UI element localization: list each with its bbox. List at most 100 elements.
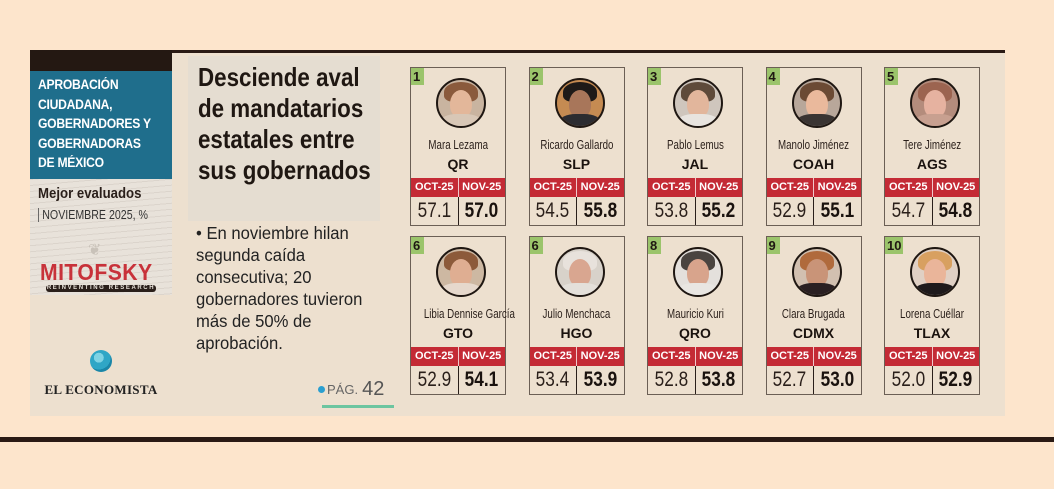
photo-body: [677, 283, 719, 295]
page-label: PÁG.: [327, 382, 359, 397]
sidebar: APROBACIÓN CIUDADANA, GOBERNADORES Y GOB…: [30, 50, 172, 416]
period-header: OCT-25 NOV-25: [648, 178, 742, 197]
state-code: QRO: [679, 325, 711, 341]
mitofsky-tagline: REINVENTING RESEARCH: [46, 285, 156, 292]
governor-name: Tere Jiménez: [903, 138, 961, 152]
nov-value: 53.9: [583, 368, 618, 391]
period-nov-label: NOV-25: [580, 181, 620, 193]
rank-badge: 6: [529, 237, 543, 254]
period-oct-label: OCT-25: [648, 347, 696, 366]
headline-line: de mandatarios: [198, 93, 364, 123]
period-oct-label: OCT-25: [648, 178, 696, 197]
rank-badge: 4: [766, 68, 780, 85]
photo-face: [805, 90, 828, 118]
value-row: 52.9 55.1: [767, 197, 861, 225]
governor-photo: [791, 78, 842, 128]
nov-value: 54.8: [938, 199, 973, 222]
nov-value: 54.1: [464, 368, 499, 391]
period-header: OCT-25 NOV-25: [766, 178, 861, 197]
governor-card: 8 Mauricio Kuri QRO OCT-25 NOV-25 52.8 53.8: [647, 236, 743, 395]
period-header: OCT-25 NOV-25: [885, 178, 979, 197]
photo-face: [924, 90, 946, 118]
nov-value: 55.1: [820, 199, 855, 222]
governor-photo: [673, 247, 723, 297]
oct-value: 54.7: [885, 197, 933, 225]
governor-photo: [673, 78, 723, 128]
nov-value: 55.8: [583, 199, 618, 222]
top-rule: [30, 50, 1005, 53]
rank-badge: 2: [529, 68, 543, 85]
governor-cards-grid: 1 Mara Lezama QR OCT-25 NOV-25 57.1 57.0 2 Ricar…: [410, 67, 980, 395]
value-row: 52.0 52.9: [885, 366, 979, 394]
photo-body: [558, 114, 601, 126]
globe-icon: [90, 350, 112, 372]
state-code: QR: [447, 156, 469, 172]
governor-photo: [436, 247, 486, 297]
rank-badge: 6: [411, 237, 424, 254]
photo-face: [687, 90, 709, 118]
period-header: OCT-25 NOV-25: [411, 178, 505, 197]
date-unit-label: NOVIEMBRE 2025, %: [38, 208, 148, 222]
oct-value: 52.7: [767, 366, 814, 394]
photo-face: [687, 259, 709, 287]
period-oct-label: OCT-25: [530, 178, 577, 197]
oct-value: 54.5: [530, 197, 577, 225]
summary-text: • En noviembre hilan segunda caída conse…: [196, 223, 363, 353]
value-row: 54.5 55.8: [530, 197, 624, 225]
governor-name: Mara Lezama: [428, 138, 488, 152]
period-nov-label: NOV-25: [580, 350, 620, 362]
photo-face: [450, 90, 472, 118]
period-oct-label: OCT-25: [411, 178, 459, 197]
rank-badge: 3: [648, 68, 661, 85]
photo-body: [558, 283, 601, 295]
photo-face: [805, 259, 828, 287]
period-nov-label: NOV-25: [462, 181, 502, 193]
oct-value: 52.0: [885, 366, 933, 394]
page-reference[interactable]: PÁG. 42: [318, 378, 384, 401]
kicker-line: APROBACIÓN: [38, 77, 119, 92]
nov-value: 52.9: [938, 368, 973, 391]
photo-body: [795, 114, 838, 126]
oct-value: 52.9: [411, 366, 459, 394]
rank-badge: 8: [648, 237, 661, 254]
page-number: 42: [362, 378, 385, 400]
oct-value: 52.9: [767, 197, 814, 225]
mitofsky-bird-icon: ❦: [88, 242, 102, 259]
value-row: 57.1 57.0: [411, 197, 505, 225]
photo-body: [914, 283, 956, 295]
value-row: 52.7 53.0: [767, 366, 861, 394]
period-oct-label: OCT-25: [885, 347, 933, 366]
state-code: HGO: [560, 325, 593, 341]
photo-body: [914, 114, 956, 126]
period-nov-label: NOV-25: [462, 350, 502, 362]
sidebar-dark-band: [30, 50, 172, 71]
period-oct-label: OCT-25: [767, 347, 814, 366]
state-code: GTO: [442, 325, 474, 341]
nov-value: 53.0: [820, 368, 855, 391]
period-oct-label: OCT-25: [411, 347, 459, 366]
nov-value: 55.2: [701, 199, 736, 222]
photo-body: [440, 114, 482, 126]
governor-card: 1 Mara Lezama QR OCT-25 NOV-25 57.1 57.0: [410, 67, 506, 226]
state-code: JAL: [681, 156, 709, 172]
value-row: 52.8 53.8: [648, 366, 742, 394]
period-nov-label: NOV-25: [936, 181, 976, 193]
photo-body: [440, 283, 482, 295]
el-economista-logo: EL ECONOMISTA: [30, 350, 172, 398]
kicker-line: CIUDADANA,: [38, 96, 113, 112]
value-row: 52.9 54.1: [411, 366, 505, 394]
value-row: 54.7 54.8: [885, 197, 979, 225]
period-oct-label: OCT-25: [530, 347, 577, 366]
governor-name: Ricardo Gallardo: [539, 138, 614, 152]
rank-badge: 5: [885, 68, 898, 85]
period-header: OCT-25 NOV-25: [885, 347, 979, 366]
governor-card: 5 Tere Jiménez AGS OCT-25 NOV-25 54.7 54.8: [884, 67, 980, 226]
period-header: OCT-25 NOV-25: [766, 347, 861, 366]
governor-photo: [554, 247, 605, 297]
headline-line: sus gobernados: [198, 155, 371, 185]
kicker-line: DE MÉXICO: [38, 155, 104, 171]
governor-name: Manolo Jiménez: [777, 138, 849, 152]
period-header: OCT-25 NOV-25: [529, 178, 624, 197]
governor-name: Mauricio Kuri: [666, 307, 724, 321]
nov-value: 57.0: [464, 199, 499, 222]
